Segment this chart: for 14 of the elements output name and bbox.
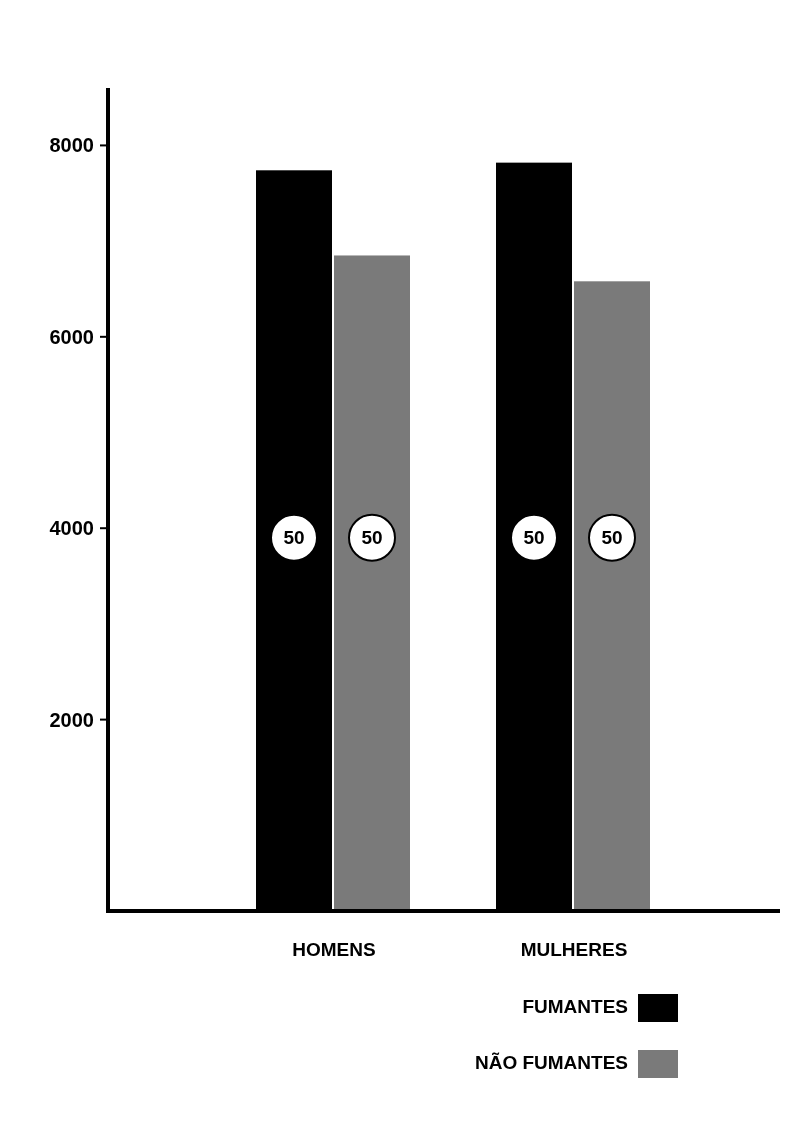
bar [334,255,410,911]
annotation: 50 [283,527,305,549]
legend-label: FUMANTES [522,996,628,1017]
annotation: 50 [601,527,623,549]
y-tick-label: 4000 [49,517,94,540]
x-tick-label: MULHERES [520,939,628,960]
x-tick-label: HOMENS [292,939,376,960]
bar [574,281,650,911]
y-tick-label: 6000 [49,325,94,348]
y-tick-label: 2000 [49,708,94,731]
annotation: 50 [523,527,545,549]
legend-label: NÃO FUMANTES [474,1052,628,1073]
annotation: 50 [361,527,383,549]
y-tick-label: 8000 [49,134,94,157]
